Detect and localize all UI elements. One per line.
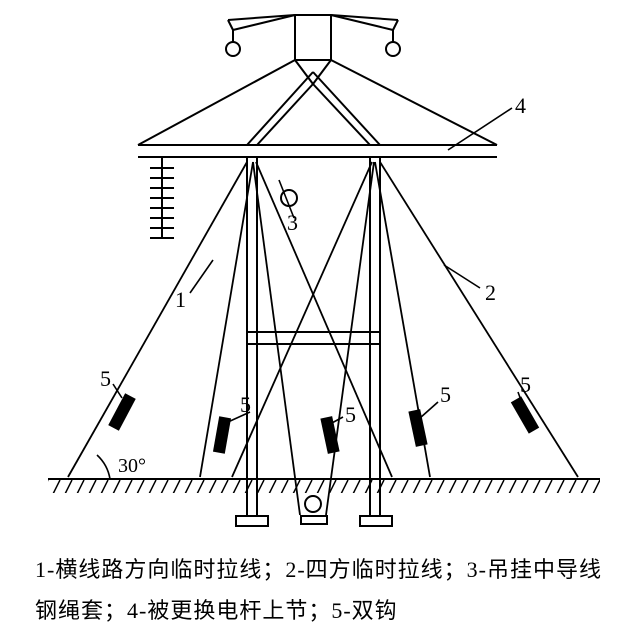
sling [281,190,321,512]
angle-label: 30° [118,455,146,477]
callout-labels: 1 2 3 4 5 5 5 5 5 [100,93,531,427]
callout-2: 2 [485,280,496,305]
legend-text: 1-横线路方向临时拉线；2-四方临时拉线；3-吊挂中导线钢绳套；4-被更换电杆上… [35,557,602,623]
angle-marker [97,455,110,479]
callout-5d: 5 [440,382,451,407]
ground [48,479,600,493]
callout-3: 3 [287,210,298,235]
legend-caption: 1-横线路方向临时拉线；2-四方临时拉线；3-吊挂中导线钢绳套；4-被更换电杆上… [35,550,605,631]
callout-5b: 5 [240,392,251,417]
tower-crossbars [247,332,380,344]
double-hooks [108,393,539,454]
callout-5a: 5 [100,366,111,391]
callout-5c: 5 [345,402,356,427]
callout-1: 1 [175,287,186,312]
tower-top [138,15,497,157]
insulator-string [150,157,174,238]
tower-diagram-svg: 30° 1 2 3 4 5 5 5 5 5 [0,0,640,530]
callout-5e: 5 [520,372,531,397]
callout-leaders [113,108,522,424]
diagram-container: 30° 1 2 3 4 5 5 5 5 5 1-横线路方向临时拉线；2-四方临时… [0,0,640,630]
callout-4: 4 [515,93,526,118]
